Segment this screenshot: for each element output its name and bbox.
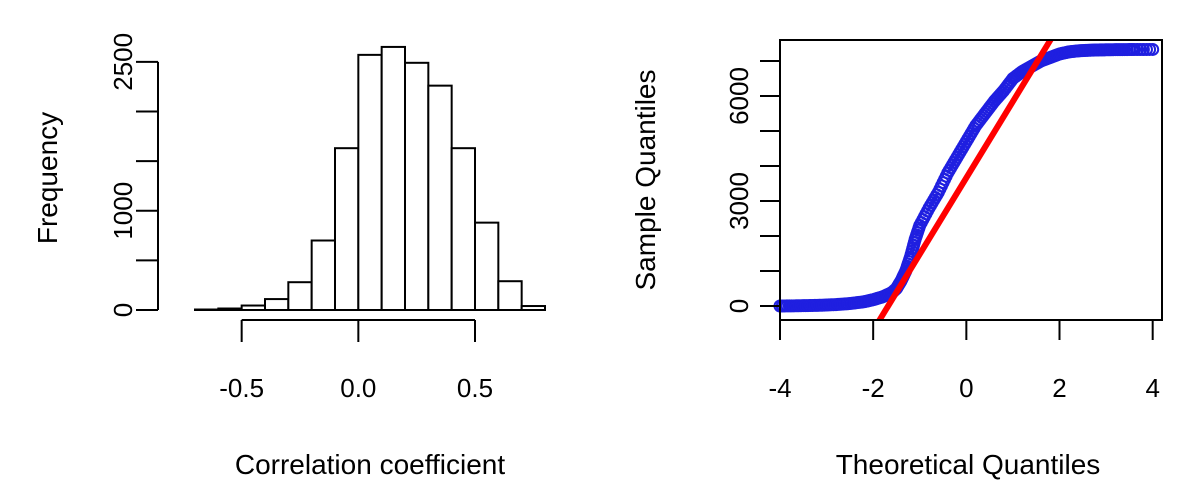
x-tick-label: 0	[959, 373, 973, 403]
x-tick-label: -4	[768, 373, 791, 403]
y-tick-label: 0	[724, 299, 754, 313]
x-tick-label: 4	[1145, 373, 1159, 403]
histogram-bar	[404, 61, 430, 311]
y-tick-label: 0	[108, 303, 138, 317]
y-tick-label: 2500	[108, 33, 138, 91]
histogram-bar	[474, 221, 500, 311]
y-tick-label: 3000	[724, 172, 754, 230]
qq-plot-panel: 0 3000 6000 -4 -2 0 2 4 Theoretical Quantiles Sam…	[630, 39, 1163, 480]
histogram-bar	[427, 84, 453, 312]
histogram-bar	[264, 298, 290, 311]
histogram-bar	[334, 147, 360, 311]
x-axis-title: Correlation coefficient	[235, 449, 506, 480]
histogram-bar	[380, 45, 406, 311]
plot-box	[779, 39, 1163, 321]
y-axis-title: Sample Quantiles	[630, 69, 661, 290]
histogram-bar	[217, 307, 243, 311]
histogram-bar	[520, 305, 547, 311]
y-axis-title: Frequency	[32, 112, 63, 244]
histogram-bar	[287, 281, 313, 312]
x-tick-label: 2	[1052, 373, 1066, 403]
x-tick-label: 0.5	[457, 373, 493, 403]
histogram-bar	[240, 304, 267, 311]
x-tick-label: -2	[862, 373, 885, 403]
qq-point	[1146, 42, 1160, 56]
x-tick-label: -0.5	[219, 373, 264, 403]
histogram-panel: 0 1000 2500 -0.5 0.0 0.5 Correlation coefficie…	[32, 33, 547, 480]
y-tick-label: 6000	[724, 67, 754, 125]
x-axis-title: Theoretical Quantiles	[836, 449, 1101, 480]
histogram-bar	[450, 147, 476, 311]
histogram-bar	[310, 239, 336, 311]
histogram-bar	[497, 280, 523, 311]
qq-reference-line	[876, 40, 1054, 320]
x-tick-label: 0.0	[340, 373, 376, 403]
histogram-bar	[357, 53, 383, 311]
y-tick-label: 1000	[108, 182, 138, 240]
